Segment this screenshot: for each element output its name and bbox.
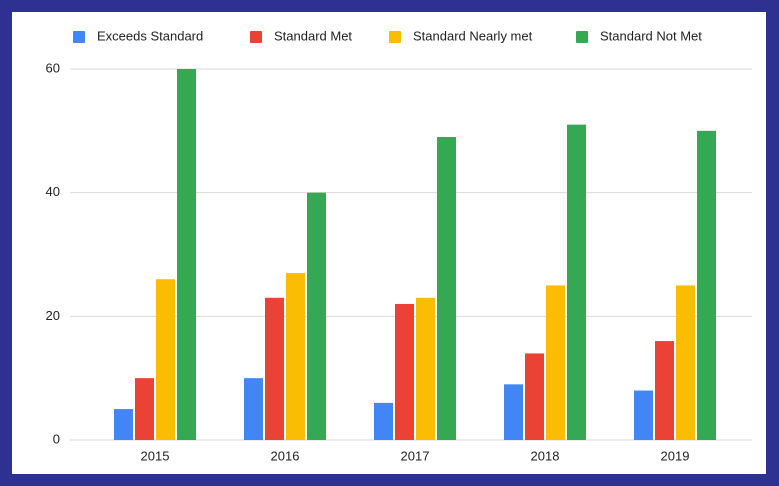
bar (504, 384, 523, 440)
x-tick-label: 2019 (661, 448, 690, 463)
x-tick-label: 2018 (531, 448, 560, 463)
legend-swatch (576, 31, 588, 43)
bar (374, 402, 393, 440)
bar (525, 353, 544, 440)
legend-swatch (389, 31, 401, 43)
bar (307, 192, 326, 440)
legend-label: Standard Not Met (600, 28, 702, 43)
bar (265, 297, 284, 440)
y-tick-label: 0 (53, 431, 60, 446)
bar (156, 279, 175, 440)
legend-label: Exceeds Standard (97, 28, 203, 43)
legend-swatch (73, 31, 85, 43)
bar (697, 130, 716, 441)
bar (286, 273, 305, 440)
y-tick-label: 40 (46, 184, 60, 199)
legend-swatch (250, 31, 262, 43)
y-tick-label: 20 (46, 308, 60, 323)
bar (135, 378, 154, 440)
bar (395, 303, 414, 440)
y-tick-label: 60 (46, 60, 60, 75)
bar (437, 137, 456, 440)
bar (114, 409, 133, 440)
x-tick-label: 2017 (401, 448, 430, 463)
bar (655, 341, 674, 440)
bar (546, 285, 565, 440)
bar (177, 69, 196, 440)
bar (416, 297, 435, 440)
bar (567, 124, 586, 441)
legend-label: Standard Met (274, 28, 352, 43)
x-tick-label: 2016 (271, 448, 300, 463)
x-tick-label: 2015 (141, 448, 170, 463)
legend-label: Standard Nearly met (413, 28, 533, 43)
bar (244, 378, 263, 440)
bar (676, 285, 695, 440)
bar (634, 390, 653, 440)
